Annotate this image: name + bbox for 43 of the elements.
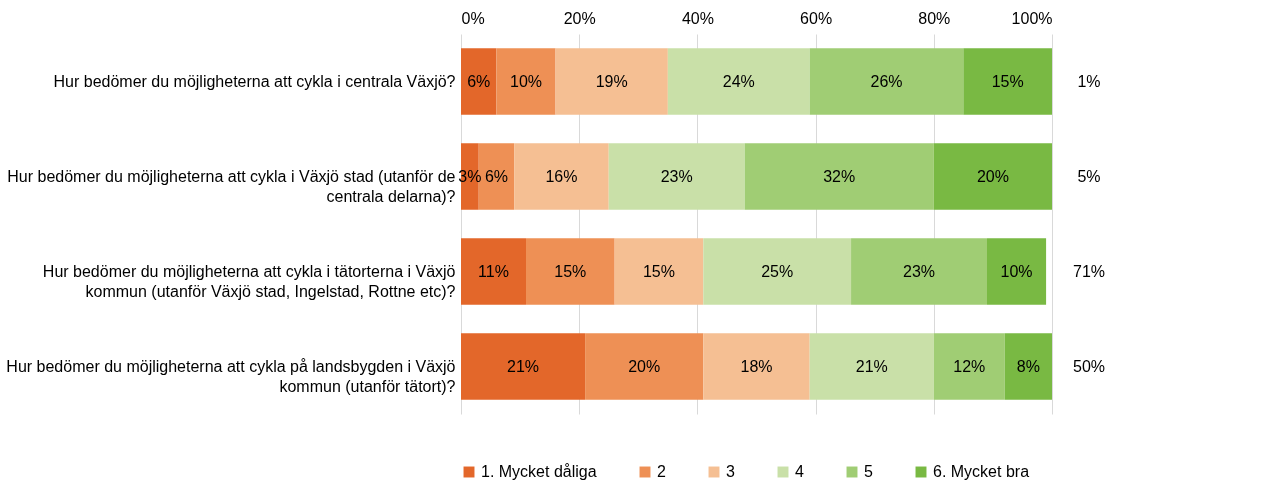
x-tick-label: 40% (681, 9, 714, 27)
y-tick-label: Hur bedömer du möjligheterna att cykla i Växjö stad (utanför de centrala delarna)? (7, 167, 456, 205)
legend-label: 3 (726, 463, 735, 480)
data-label: 8% (1016, 357, 1040, 375)
legend-label: 4 (795, 463, 804, 480)
data-label: 6% (467, 72, 491, 90)
x-tick-label: 0% (461, 9, 485, 27)
legend-label: 5 (864, 463, 873, 480)
y-tick-label: Hur bedömer du möjligheterna att cykla i centrala Växjö? (53, 72, 456, 90)
data-label: 19% (595, 72, 628, 90)
data-label: 23% (660, 167, 693, 185)
x-tick-label: 60% (800, 9, 833, 27)
text: 5% (1077, 167, 1101, 185)
data-label: 10% (1000, 262, 1033, 280)
data-label: 15% (642, 262, 675, 280)
data-label: 11% (478, 262, 509, 280)
data-label: 26% (870, 72, 903, 90)
legend-label: 2 (657, 463, 666, 480)
data-label: 21% (855, 357, 888, 375)
y-tick-label: Hur bedömer du möjligheterna att cykla i tätorterna i Växjö kommun (utanför Växjö stad, Ingelstad, Rottne etc)? (42, 262, 456, 300)
data-label: 21% (507, 357, 540, 375)
data-label: 15% (991, 72, 1024, 90)
data-label: 32% (823, 167, 856, 185)
x-tick-label: 100% (1011, 9, 1053, 27)
x-tick-label: 20% (563, 9, 596, 27)
data-label: 20% (628, 357, 661, 375)
data-label: 23% (903, 262, 936, 280)
data-label: 25% (761, 262, 794, 280)
text: 1% (1077, 72, 1101, 90)
data-label: 6% (484, 167, 509, 185)
x-tick-label: 80% (918, 9, 951, 27)
data-label: 24% (722, 72, 755, 90)
y-tick-label: Hur bedömer du möjligheterna att cykla på landsbygden i Växjö kommun (utanför tätort)? (6, 357, 456, 395)
data-label: 15% (554, 262, 587, 280)
data-label: 12% (953, 357, 986, 375)
data-label: 20% (976, 167, 1009, 185)
legend-label: 6. Mycket bra (933, 463, 1030, 480)
legend-label: 1. Mycket dåliga (481, 463, 597, 480)
text: 50% (1072, 357, 1106, 375)
text: 71% (1072, 262, 1106, 280)
data-label: 10% (509, 72, 543, 90)
data-label: 16% (545, 167, 578, 185)
data-label: 18% (740, 357, 773, 375)
